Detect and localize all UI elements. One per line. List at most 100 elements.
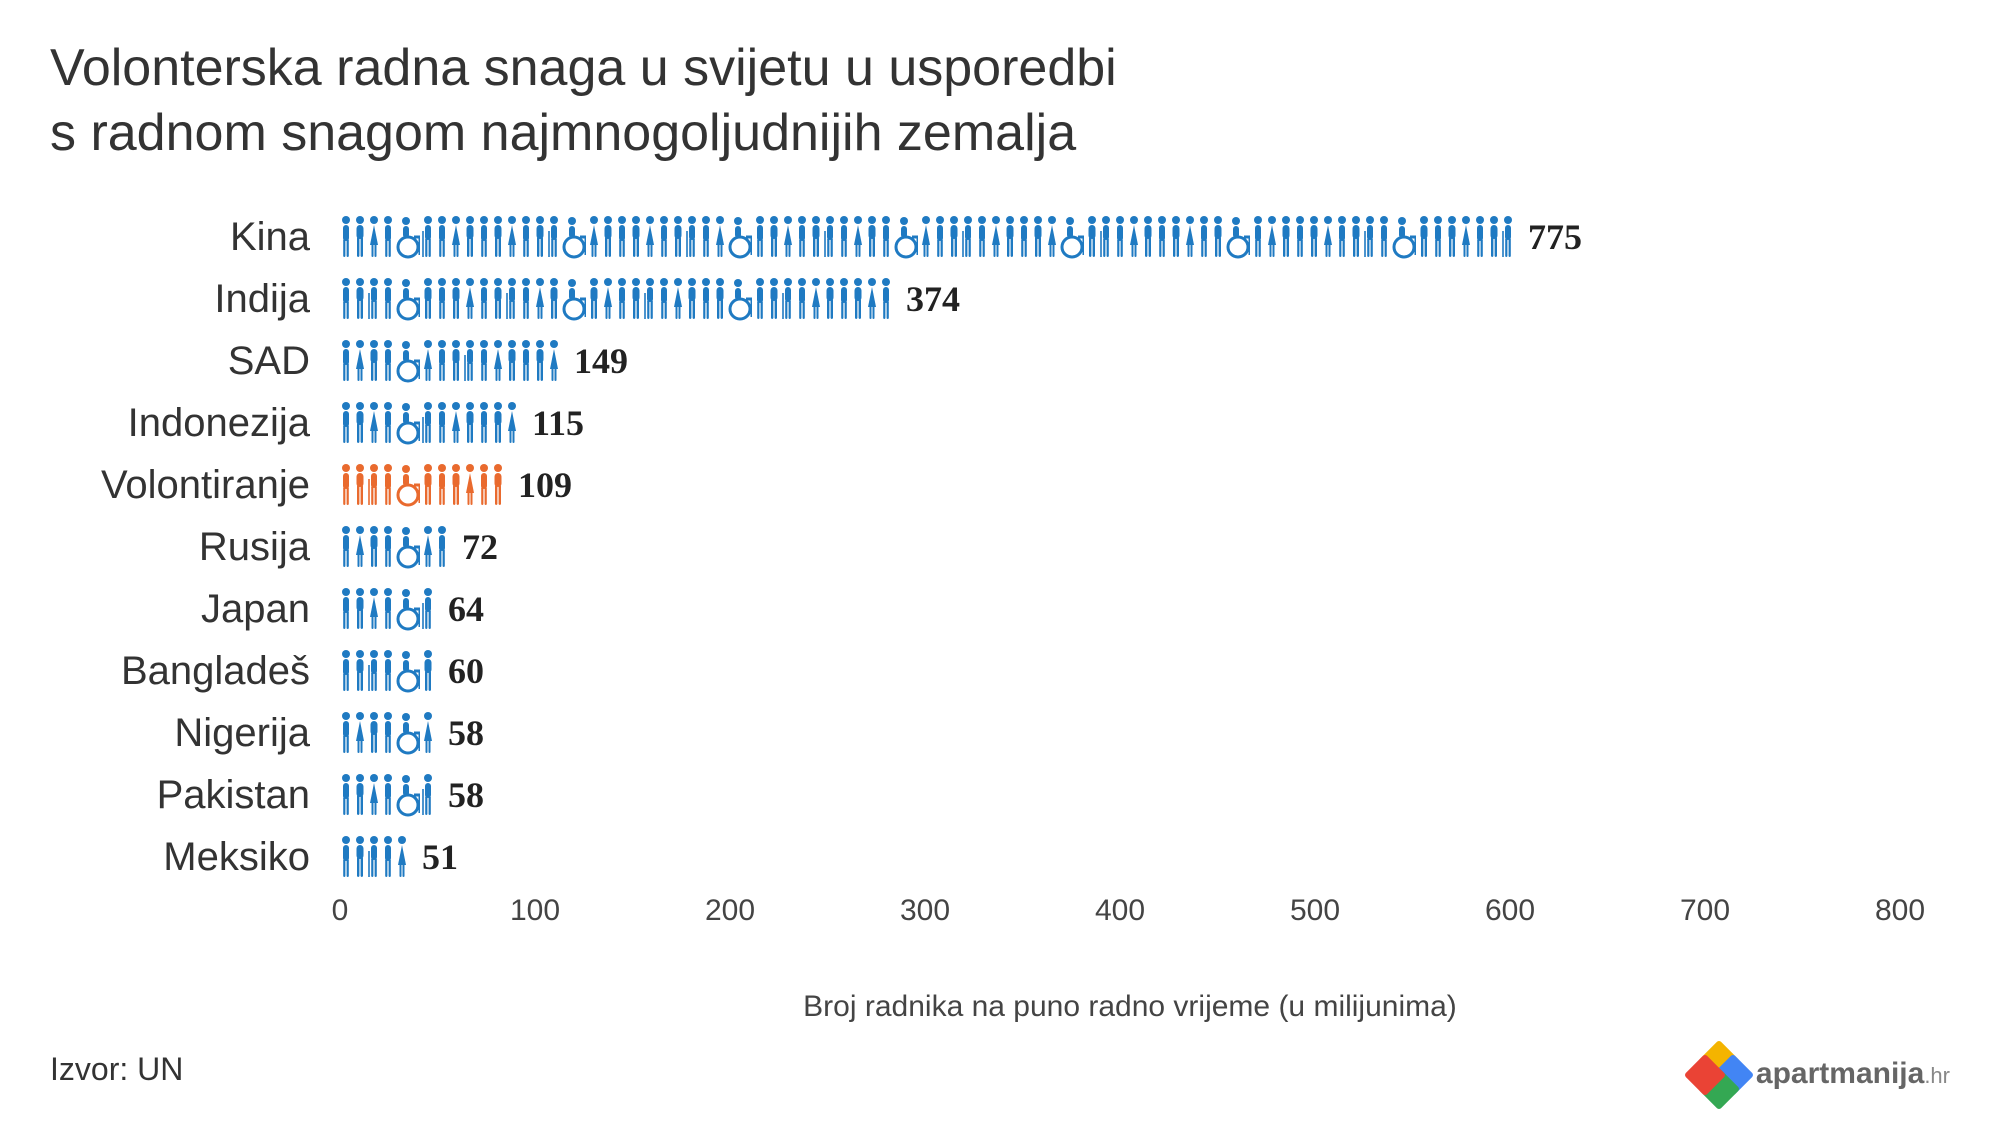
person-icon bbox=[422, 215, 434, 259]
row-icons bbox=[340, 649, 434, 693]
person-icon bbox=[520, 339, 532, 383]
person-icon bbox=[976, 215, 988, 259]
person-icon bbox=[920, 215, 932, 259]
person-icon bbox=[810, 277, 822, 321]
person-icon bbox=[644, 277, 656, 321]
person-icon bbox=[354, 773, 366, 817]
person-icon bbox=[464, 401, 476, 445]
brand-logo: apartmanija.hr bbox=[1690, 1046, 1950, 1102]
chart-row: SAD149 bbox=[340, 330, 1920, 392]
person-icon bbox=[1060, 215, 1084, 259]
person-icon bbox=[616, 215, 628, 259]
person-icon bbox=[1322, 215, 1334, 259]
chart-row: Indonezija115 bbox=[340, 392, 1920, 454]
person-icon bbox=[1018, 215, 1030, 259]
person-icon bbox=[382, 463, 394, 507]
chart-row: Japan64 bbox=[340, 578, 1920, 640]
axis-tick: 100 bbox=[510, 894, 560, 928]
chart-row: Bangladeš60 bbox=[340, 640, 1920, 702]
person-icon bbox=[1336, 215, 1348, 259]
person-icon bbox=[588, 277, 600, 321]
person-icon bbox=[422, 525, 434, 569]
person-icon bbox=[520, 277, 532, 321]
person-icon bbox=[1198, 215, 1210, 259]
person-icon bbox=[422, 463, 434, 507]
row-icons bbox=[340, 215, 1514, 259]
person-icon bbox=[534, 215, 546, 259]
row-value: 58 bbox=[448, 774, 484, 816]
person-icon bbox=[464, 215, 476, 259]
row-icons bbox=[340, 587, 434, 631]
person-icon bbox=[548, 215, 560, 259]
person-icon bbox=[630, 215, 642, 259]
axis-tick: 300 bbox=[900, 894, 950, 928]
person-icon bbox=[1156, 215, 1168, 259]
person-icon bbox=[354, 649, 366, 693]
person-icon bbox=[340, 773, 352, 817]
person-icon bbox=[1392, 215, 1416, 259]
person-icon bbox=[464, 463, 476, 507]
brand-mark-icon bbox=[1690, 1046, 1746, 1102]
person-icon bbox=[492, 339, 504, 383]
row-icons bbox=[340, 401, 518, 445]
person-icon bbox=[658, 277, 670, 321]
person-icon bbox=[852, 215, 864, 259]
person-icon bbox=[728, 215, 752, 259]
person-icon bbox=[866, 277, 878, 321]
axis-tick: 200 bbox=[705, 894, 755, 928]
person-icon bbox=[824, 277, 836, 321]
person-icon bbox=[534, 277, 546, 321]
person-icon bbox=[354, 215, 366, 259]
person-icon bbox=[768, 277, 780, 321]
axis-tick: 0 bbox=[332, 894, 349, 928]
row-label: Rusija bbox=[50, 525, 330, 570]
person-icon bbox=[368, 649, 380, 693]
person-icon bbox=[450, 401, 462, 445]
person-icon bbox=[1294, 215, 1306, 259]
person-icon bbox=[1226, 215, 1250, 259]
person-icon bbox=[422, 339, 434, 383]
chart-title: Volonterska radna snaga u svijetu u uspo… bbox=[50, 36, 1950, 166]
x-axis-label: Broj radnika na puno radno vrijeme (u mi… bbox=[340, 990, 1920, 1024]
person-icon bbox=[492, 401, 504, 445]
person-icon bbox=[686, 277, 698, 321]
chart-row: Nigerija58 bbox=[340, 702, 1920, 764]
axis-tick: 600 bbox=[1485, 894, 1535, 928]
row-icons bbox=[340, 711, 434, 755]
person-icon bbox=[340, 525, 352, 569]
person-icon bbox=[382, 587, 394, 631]
row-label: Nigerija bbox=[50, 711, 330, 756]
person-icon bbox=[354, 711, 366, 755]
person-icon bbox=[478, 339, 490, 383]
row-label: Meksiko bbox=[50, 835, 330, 880]
person-icon bbox=[1502, 215, 1514, 259]
person-icon bbox=[796, 215, 808, 259]
person-icon bbox=[894, 215, 918, 259]
person-icon bbox=[382, 835, 394, 879]
person-icon bbox=[880, 277, 892, 321]
row-value: 72 bbox=[462, 526, 498, 568]
person-icon bbox=[396, 711, 420, 755]
person-icon bbox=[340, 463, 352, 507]
person-icon bbox=[616, 277, 628, 321]
person-icon bbox=[562, 215, 586, 259]
person-icon bbox=[450, 339, 462, 383]
person-icon bbox=[382, 711, 394, 755]
person-icon bbox=[340, 711, 352, 755]
person-icon bbox=[396, 215, 420, 259]
person-icon bbox=[630, 277, 642, 321]
person-icon bbox=[478, 463, 490, 507]
person-icon bbox=[1128, 215, 1140, 259]
chart-row: Indija374 bbox=[340, 268, 1920, 330]
row-label: Indija bbox=[50, 277, 330, 322]
person-icon bbox=[602, 277, 614, 321]
person-icon bbox=[368, 277, 380, 321]
person-icon bbox=[852, 277, 864, 321]
person-icon bbox=[422, 401, 434, 445]
person-icon bbox=[714, 277, 726, 321]
person-icon bbox=[396, 339, 420, 383]
person-icon bbox=[422, 773, 434, 817]
person-icon bbox=[422, 587, 434, 631]
person-icon bbox=[450, 215, 462, 259]
person-icon bbox=[1212, 215, 1224, 259]
